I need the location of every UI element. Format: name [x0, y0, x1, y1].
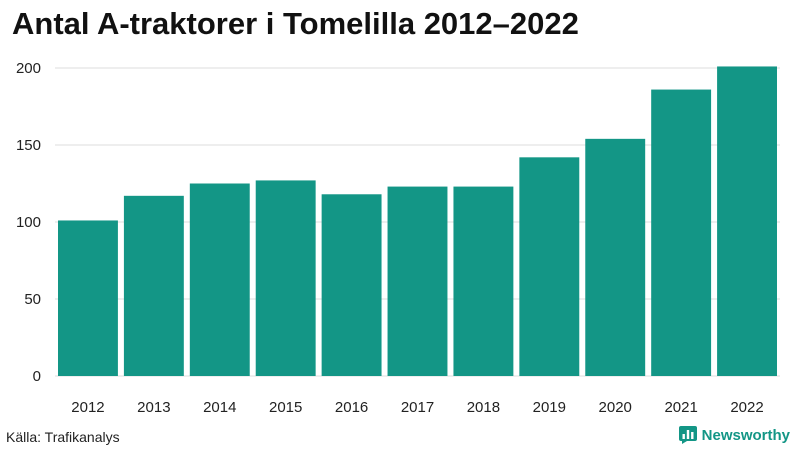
bar-2017: [387, 186, 448, 376]
y-tick-label: 50: [24, 291, 41, 308]
bar-2021: [651, 89, 712, 376]
y-tick-label: 0: [33, 368, 41, 385]
x-tick-label: 2020: [599, 399, 632, 416]
y-tick-label: 150: [16, 137, 41, 154]
x-tick-label: 2018: [467, 399, 500, 416]
bar-2018: [453, 186, 514, 376]
y-tick-label: 100: [16, 214, 41, 231]
x-tick-label: 2015: [269, 399, 302, 416]
bar-2020: [585, 138, 646, 376]
page-title: Antal A-traktorer i Tomelilla 2012–2022: [12, 6, 579, 41]
x-tick-label: 2016: [335, 399, 368, 416]
bar-2015: [255, 180, 316, 376]
bars: [58, 66, 777, 377]
x-tick-label: 2012: [71, 399, 104, 416]
newsworthy-chart-logo-icon: [678, 426, 697, 444]
bar-2016: [321, 194, 382, 376]
bar-2014: [189, 183, 250, 376]
x-axis-ticks: 2012 2013 2014 2015 2016 2017 2018 2019 2020 2021…: [71, 399, 763, 416]
source-note: Källa: Trafikanalys: [6, 429, 120, 445]
bar-2022: [717, 66, 777, 377]
bar-2012: [58, 220, 118, 376]
x-tick-label: 2014: [203, 399, 236, 416]
bar-2019: [519, 157, 580, 376]
brand-logo: Newsworthy: [678, 426, 790, 444]
x-tick-label: 2013: [137, 399, 170, 416]
x-tick-label: 2017: [401, 399, 434, 416]
brand-name: Newsworthy: [701, 426, 790, 444]
x-tick-label: 2021: [664, 399, 697, 416]
y-axis-ticks: 0 50 100 150 200: [16, 60, 41, 385]
y-tick-label: 200: [16, 60, 41, 77]
x-tick-label: 2022: [730, 399, 763, 416]
x-tick-label: 2019: [533, 399, 566, 416]
bar-2013: [123, 195, 184, 376]
